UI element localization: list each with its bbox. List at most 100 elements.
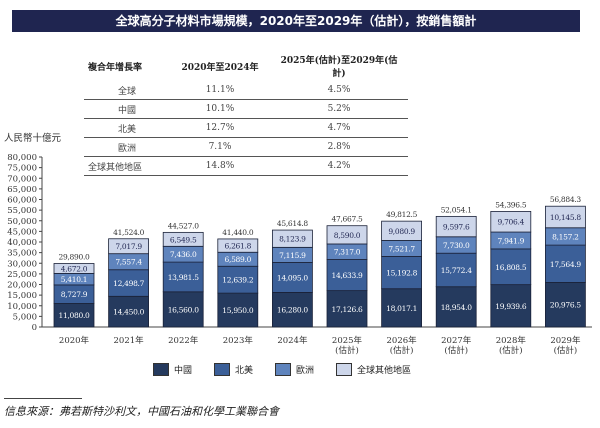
x-tick-label: 2024年 xyxy=(277,335,308,346)
x-tick-label: (估計) xyxy=(390,345,414,356)
stacked-bar-chart: 人民幣十億元 05,00010,00015,00020,00025,00030,0… xyxy=(4,132,592,356)
y-tick-label: 50,000 xyxy=(7,217,37,227)
x-tick-label: (估計) xyxy=(444,345,468,356)
bar-segment xyxy=(545,205,586,229)
cagr-region: 北美 xyxy=(84,118,170,138)
data-label: 7,730.0 xyxy=(443,241,470,250)
data-label: 15,950.0 xyxy=(222,306,254,315)
y-tick-label: 45,000 xyxy=(7,227,37,237)
y-tick-label: 75,000 xyxy=(7,164,37,174)
data-label: 9,597.6 xyxy=(443,223,470,232)
data-label: 17,126.6 xyxy=(332,305,364,314)
source-note: 信息來源：弗若斯特沙利文，中國石油和化學工業聯合會 xyxy=(4,405,279,418)
data-label: 15,772.4 xyxy=(441,266,473,275)
cagr-value: 2.8% xyxy=(270,137,408,157)
cagr-value: 5.2% xyxy=(270,99,408,119)
y-tick-label: 25,000 xyxy=(7,270,37,280)
data-label: 18,017.1 xyxy=(386,304,417,313)
bar-segment xyxy=(108,295,149,328)
bar-segment xyxy=(271,292,313,328)
data-label: 6,589.0 xyxy=(225,255,252,264)
table-row: 全球 11.1% 4.5% xyxy=(84,81,408,100)
data-label: 9,080.9 xyxy=(388,227,415,236)
bar-segment xyxy=(545,282,586,328)
y-tick-label: 30,000 xyxy=(7,259,37,269)
legend-swatch xyxy=(275,363,292,376)
cagr-region: 歐洲 xyxy=(84,137,170,157)
y-tick-label: 40,000 xyxy=(7,238,37,248)
total-label: 41,524.0 xyxy=(113,228,145,237)
y-tick-label: 60,000 xyxy=(7,196,37,206)
data-label: 4,672.0 xyxy=(61,264,88,273)
bar-segment xyxy=(271,262,313,293)
legend-label: 中國 xyxy=(174,366,193,376)
table-row: 全球其他地區 14.8% 4.2% xyxy=(84,156,408,176)
y-tick-label: 65,000 xyxy=(7,185,37,195)
data-label: 14,095.0 xyxy=(277,273,309,282)
x-tick-label: (估計) xyxy=(499,345,523,356)
y-tick-label: 55,000 xyxy=(7,206,37,216)
legend-label: 全球其他地區 xyxy=(357,366,412,376)
cagr-table: 複合年增長率 2020年至2024年 2025年(估計)至2029年(估計) 全… xyxy=(84,51,408,176)
legend-item-china: 中國 xyxy=(153,363,192,376)
data-label: 6,261.8 xyxy=(225,242,252,251)
y-tick-label: 20,000 xyxy=(7,281,37,291)
total-label: 44,527.0 xyxy=(168,221,200,230)
data-label: 7,941.9 xyxy=(498,236,525,245)
bar-segment xyxy=(326,225,368,245)
data-label: 10,145.8 xyxy=(550,213,582,222)
data-label: 12,498.7 xyxy=(113,279,145,288)
y-axis-label: 人民幣十億元 xyxy=(4,132,62,144)
data-label: 16,280.0 xyxy=(277,306,309,315)
bar-segment xyxy=(490,248,532,286)
cagr-region: 全球 xyxy=(84,81,170,100)
y-tick-label: 10,000 xyxy=(7,302,37,312)
data-label: 11,080.0 xyxy=(59,311,91,320)
data-label: 8,727.9 xyxy=(61,290,88,299)
legend-item-rest-of-world: 全球其他地區 xyxy=(336,363,411,376)
x-tick-label: 2029年 xyxy=(550,335,581,346)
x-tick-label: 2026年 xyxy=(387,335,418,346)
bar-segment xyxy=(162,261,204,293)
data-label: 5,410.1 xyxy=(61,275,88,284)
y-tick-label: 0 xyxy=(32,323,37,333)
data-label: 7,436.0 xyxy=(170,250,197,259)
data-label: 16,560.0 xyxy=(168,305,200,314)
cagr-header-period-1: 2020年至2024年 xyxy=(181,62,259,73)
table-row: 歐洲 7.1% 2.8% xyxy=(84,137,408,157)
total-label: 41,440.0 xyxy=(222,228,254,237)
y-tick-label: 35,000 xyxy=(7,249,37,259)
data-label: 17,564.9 xyxy=(550,260,582,269)
chart-title: 全球高分子材料市場規模，2020年至2029年（估計），按銷售額計 xyxy=(12,10,580,32)
bar-segment xyxy=(381,220,423,241)
data-label: 12,639.2 xyxy=(222,276,254,285)
data-label: 15,192.8 xyxy=(386,269,418,278)
total-label: 56,884.3 xyxy=(550,195,582,204)
cagr-value: 12.7% xyxy=(170,118,270,138)
cagr-value: 4.5% xyxy=(270,81,408,100)
data-label: 7,317.0 xyxy=(334,248,361,257)
footnote-divider xyxy=(4,398,82,399)
bar-segment xyxy=(217,238,259,253)
x-tick-label: 2023年 xyxy=(223,335,254,346)
bar-segment xyxy=(217,265,259,294)
data-label: 6,549.5 xyxy=(170,235,197,244)
bar-segment xyxy=(326,290,368,328)
data-label: 8,590.0 xyxy=(334,231,361,240)
x-tick-label: (估計) xyxy=(554,345,578,356)
data-label: 8,157.2 xyxy=(552,232,579,241)
x-tick-label: 2027年 xyxy=(441,335,472,346)
legend-label: 北美 xyxy=(235,366,254,376)
bar-segment xyxy=(162,291,204,328)
bar-segment xyxy=(545,244,586,283)
cagr-value: 11.1% xyxy=(170,81,270,100)
bar-segment xyxy=(108,269,149,297)
x-tick-label: 2022年 xyxy=(168,335,199,346)
y-tick-label: 70,000 xyxy=(7,174,37,184)
data-label: 7,521.7 xyxy=(388,244,415,253)
table-row: 北美 12.7% 4.7% xyxy=(84,118,408,138)
y-tick-label: 15,000 xyxy=(7,291,37,301)
cagr-header-period-2: 2025年(估計)至2029年(估計) xyxy=(280,56,398,79)
legend-item-europe: 歐洲 xyxy=(275,363,314,376)
cagr-value: 7.1% xyxy=(170,137,270,157)
